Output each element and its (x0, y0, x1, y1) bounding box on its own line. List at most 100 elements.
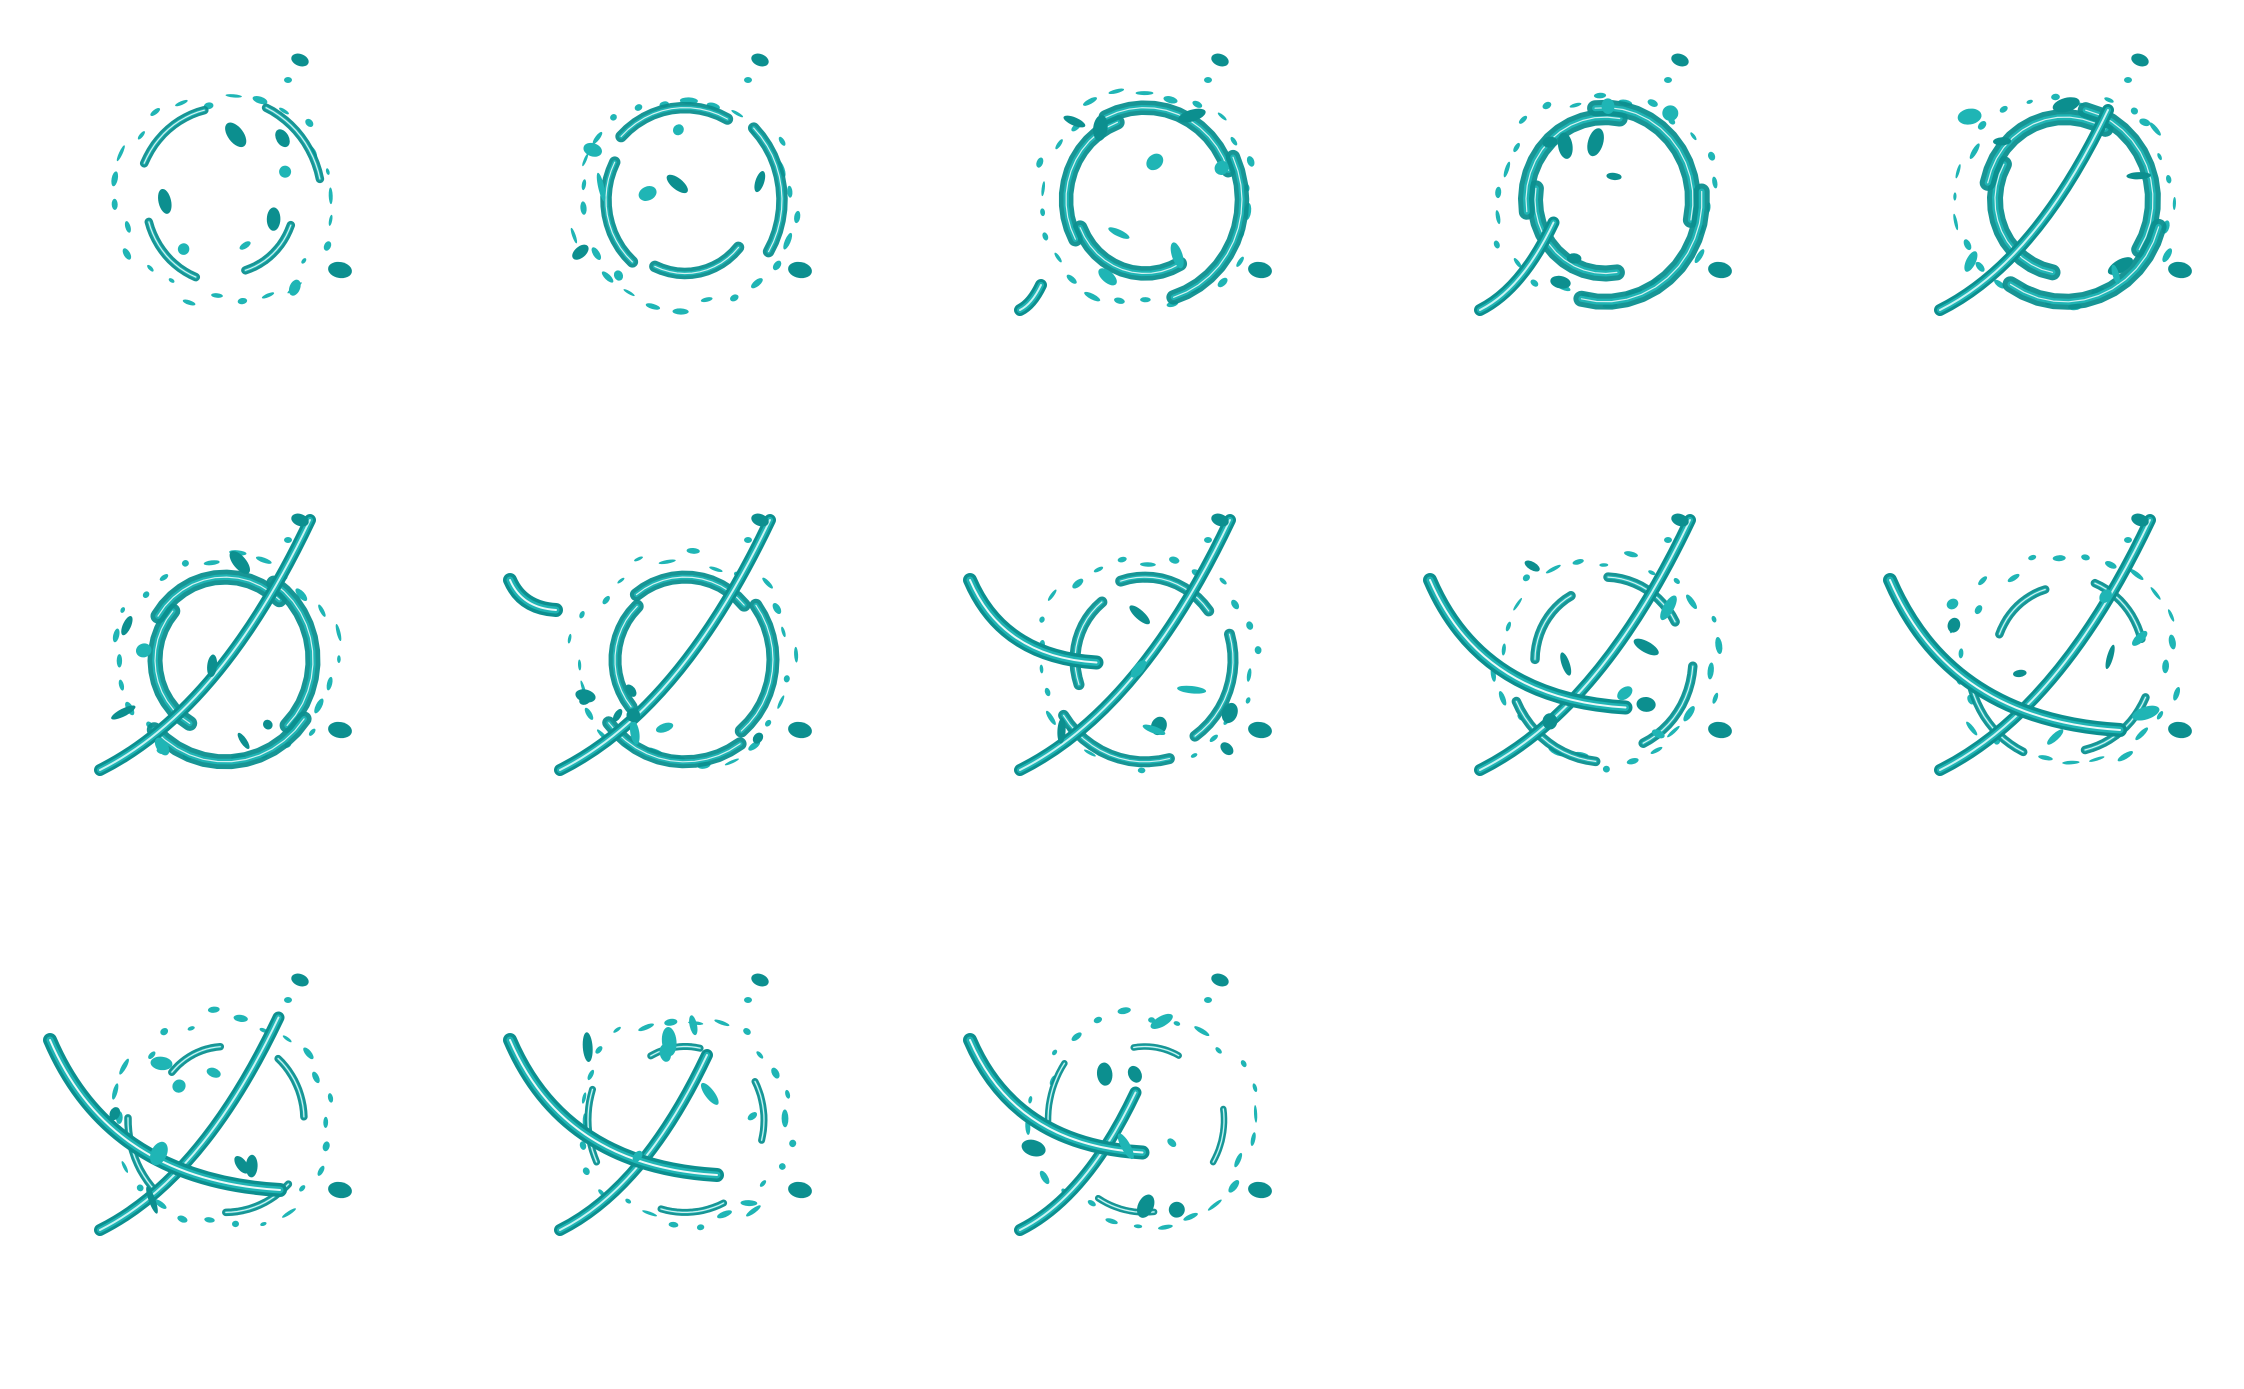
droplet (1647, 99, 1658, 107)
slash-stroke-highlight (1019, 1091, 1137, 1231)
splash-blob (612, 708, 623, 722)
droplet (1686, 594, 1697, 610)
droplet (591, 247, 602, 260)
ring-arc-inner (264, 106, 322, 181)
droplet (2007, 573, 2020, 583)
droplet (1978, 576, 1988, 586)
top-droplet (284, 77, 292, 83)
splash-blob (1557, 132, 1573, 159)
top-droplet (2124, 537, 2132, 543)
ring-arc-highlight (1212, 1108, 1225, 1163)
droplet (1183, 1212, 1198, 1221)
droplet (1041, 181, 1046, 197)
splash-blob (1063, 115, 1086, 128)
sprite-frame-7 (490, 500, 850, 800)
splash-blob (572, 244, 589, 260)
droplet (301, 258, 307, 264)
splash-blob (1947, 617, 1961, 633)
sprite-frame-3 (950, 40, 1310, 340)
sprite-frame-13 (950, 960, 1310, 1260)
droplet (1207, 1199, 1222, 1211)
tail-droplet (1248, 721, 1272, 739)
droplet (1495, 210, 1501, 225)
water-slash-graphic (1883, 513, 2192, 776)
ring-arc-highlight (1120, 576, 1210, 612)
splash-blob (229, 551, 251, 574)
droplet (1254, 646, 1262, 655)
droplet (1667, 725, 1680, 738)
sprite-frame-6 (30, 500, 390, 800)
droplet (1707, 151, 1716, 161)
splash-blob (206, 1067, 221, 1078)
top-droplet (291, 513, 309, 527)
droplet (602, 595, 610, 605)
droplet (1215, 1047, 1222, 1054)
droplet (2026, 99, 2033, 104)
splash-blob (655, 722, 674, 733)
droplet (124, 221, 131, 233)
cross-sweep-highlight (969, 579, 1098, 664)
droplet (1045, 710, 1056, 725)
splash-blob (1560, 652, 1572, 676)
tail-droplet (1708, 721, 1732, 739)
water-slash-graphic (503, 513, 812, 776)
droplet (335, 623, 342, 642)
ring-arc-highlight (605, 161, 633, 263)
droplet (580, 201, 587, 215)
droplet (1673, 578, 1680, 584)
splash-blob (582, 1032, 593, 1062)
droplet (1137, 767, 1146, 774)
droplet (778, 136, 786, 146)
droplet (1042, 232, 1049, 241)
droplet (112, 628, 120, 643)
ring-arc-highlight (127, 1117, 157, 1192)
splash-blob (225, 122, 247, 148)
droplet (1650, 746, 1663, 754)
top-droplet (1664, 77, 1672, 83)
slash-stroke-highlight (1939, 519, 2151, 771)
droplet (323, 241, 332, 251)
droplet (577, 659, 582, 671)
ring-arc-highlight (1534, 187, 1618, 275)
droplet (1493, 240, 1500, 249)
ring-arc-highlight (608, 722, 741, 763)
droplet (714, 1019, 730, 1027)
droplet (328, 214, 333, 226)
slash-stroke-highlight (1939, 109, 2109, 311)
slash-stroke-highlight (1019, 284, 1042, 311)
ring-arc-highlight (1534, 595, 1572, 660)
ring-arc-highlight (143, 109, 205, 164)
ring-arc (261, 103, 325, 184)
droplet (111, 171, 119, 187)
splash-blob (629, 720, 640, 745)
ring-arc-highlight (654, 246, 740, 275)
splash-blob (2132, 630, 2148, 646)
tail-droplet (328, 261, 352, 279)
top-droplet (751, 513, 769, 527)
ring-arc (1995, 585, 2050, 639)
ring-arc-highlight (171, 1046, 221, 1073)
droplet (1236, 256, 1244, 267)
sprite-frame-4 (1410, 40, 1770, 340)
droplet (1545, 564, 1561, 574)
droplet (686, 547, 700, 554)
droplet (794, 646, 799, 663)
droplet (312, 1071, 320, 1084)
sprite-frame-11 (30, 960, 390, 1260)
droplet (1072, 578, 1084, 589)
droplet (2129, 568, 2144, 581)
splash-blob (1214, 160, 1229, 175)
splash-blob (172, 1079, 186, 1093)
droplet (1694, 249, 1705, 264)
droplet (1039, 616, 1045, 623)
sprite-frame-1 (30, 40, 390, 340)
droplet (777, 695, 785, 709)
droplet (318, 604, 326, 617)
water-slash-graphic (570, 53, 812, 315)
droplet (610, 113, 617, 121)
droplet (154, 1199, 167, 1209)
droplet (2028, 554, 2037, 561)
droplet (1228, 1180, 1240, 1193)
droplet (175, 99, 188, 107)
splash-blob (150, 1141, 168, 1166)
